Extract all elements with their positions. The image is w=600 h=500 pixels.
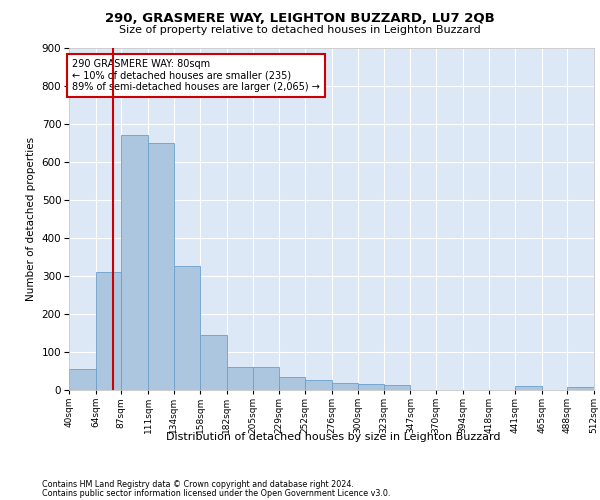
Bar — [358, 384, 384, 390]
Bar — [200, 335, 227, 390]
Bar — [121, 135, 148, 390]
Bar — [95, 272, 121, 390]
Text: Distribution of detached houses by size in Leighton Buzzard: Distribution of detached houses by size … — [166, 432, 500, 442]
Bar — [279, 376, 305, 390]
Y-axis label: Number of detached properties: Number of detached properties — [26, 136, 36, 301]
Bar — [331, 383, 358, 390]
Bar — [253, 367, 279, 390]
Bar — [384, 385, 410, 390]
Bar — [515, 386, 542, 390]
Bar — [173, 266, 200, 390]
Text: 290 GRASMERE WAY: 80sqm
← 10% of detached houses are smaller (235)
89% of semi-d: 290 GRASMERE WAY: 80sqm ← 10% of detache… — [73, 59, 320, 92]
Bar — [148, 142, 173, 390]
Bar — [69, 369, 95, 390]
Bar — [227, 367, 253, 390]
Bar — [305, 380, 331, 390]
Text: Contains public sector information licensed under the Open Government Licence v3: Contains public sector information licen… — [42, 488, 391, 498]
Text: Size of property relative to detached houses in Leighton Buzzard: Size of property relative to detached ho… — [119, 25, 481, 35]
Text: Contains HM Land Registry data © Crown copyright and database right 2024.: Contains HM Land Registry data © Crown c… — [42, 480, 354, 489]
Text: 290, GRASMERE WAY, LEIGHTON BUZZARD, LU7 2QB: 290, GRASMERE WAY, LEIGHTON BUZZARD, LU7… — [105, 12, 495, 26]
Bar — [568, 387, 594, 390]
